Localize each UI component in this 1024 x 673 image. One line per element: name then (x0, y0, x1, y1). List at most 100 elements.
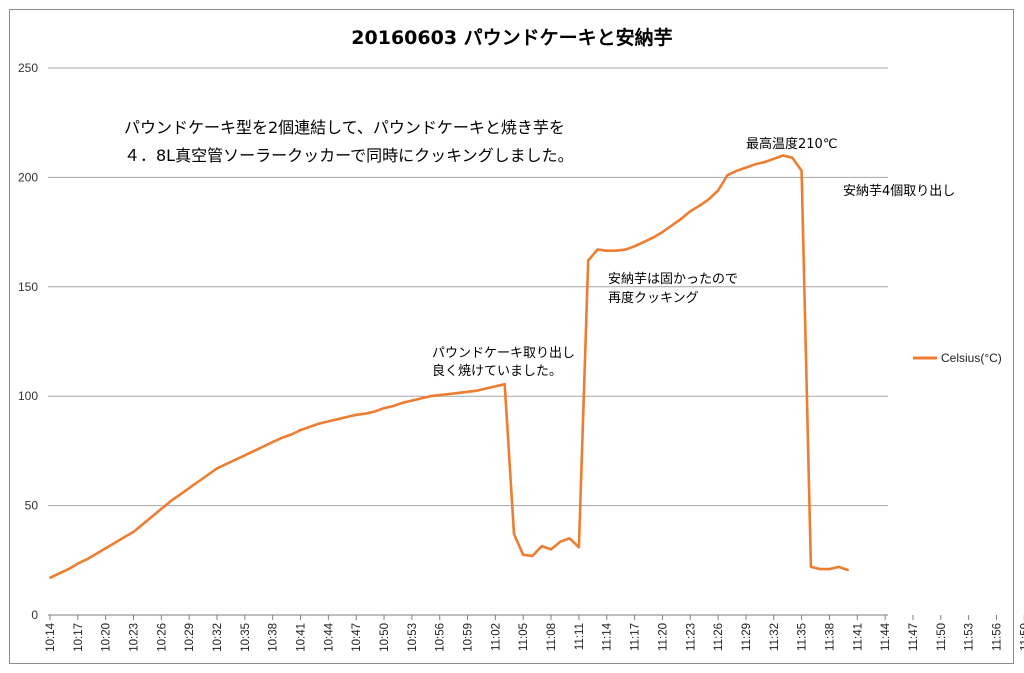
data-point (652, 236, 655, 239)
data-point (522, 553, 525, 556)
y-axis: 0 50 100 150 200 250 (18, 61, 38, 622)
data-point (494, 385, 497, 388)
x-axis: 10:14 10:17 10:20 10:23 10:26 10:29 10:32 10:35… (45, 615, 1024, 652)
x-tick-label: 10:50 (379, 623, 391, 652)
data-point (577, 546, 580, 549)
x-tick-label: 11:20 (657, 623, 669, 651)
x-tick-label: 11:05 (518, 623, 530, 651)
data-point (49, 576, 51, 579)
data-point (809, 565, 812, 568)
data-point (540, 545, 543, 548)
data-point (819, 568, 822, 571)
data-point (513, 533, 515, 535)
data-point (661, 231, 664, 234)
data-point (670, 224, 673, 227)
x-tick-label: 10:38 (268, 623, 280, 652)
data-point (847, 569, 849, 572)
x-tick-label: 10:41 (296, 623, 308, 652)
data-point (420, 397, 423, 400)
chart-frame (9, 9, 1014, 664)
data-point (216, 467, 218, 470)
legend-label: Celsius(°C) (941, 351, 1002, 365)
data-point (410, 399, 413, 402)
data-point (271, 441, 274, 444)
data-point (680, 218, 682, 220)
data-point (837, 565, 840, 568)
x-tick-label: 11:59 (1019, 623, 1024, 651)
data-point (123, 536, 126, 539)
data-point (448, 393, 450, 395)
data-point (698, 204, 701, 207)
grid (48, 67, 888, 616)
data-point (615, 249, 617, 252)
x-tick-label: 11:50 (936, 623, 948, 651)
x-tick-label: 10:29 (184, 623, 196, 652)
x-tick-label: 10:14 (45, 622, 57, 651)
data-point (318, 422, 321, 425)
data-point (290, 433, 293, 436)
data-point (336, 418, 339, 421)
data-point (401, 401, 404, 404)
x-tick-label: 11:35 (797, 623, 809, 651)
data-point (373, 410, 376, 413)
series-layer (49, 154, 849, 579)
data-point (550, 548, 553, 551)
data-point (717, 189, 720, 192)
potato-recook-note-line-2: 再度クッキング (608, 290, 699, 306)
x-tick-label: 11:02 (490, 623, 502, 651)
x-tick-label: 11:17 (630, 623, 642, 651)
x-tick-label: 11:26 (713, 623, 725, 651)
data-point (392, 405, 395, 407)
data-point (735, 169, 738, 172)
data-point (763, 161, 766, 164)
x-tick-label: 11:56 (991, 623, 1003, 651)
data-point (169, 500, 172, 503)
data-point (243, 454, 246, 457)
x-tick-label: 10:35 (240, 623, 252, 652)
data-point (262, 445, 265, 448)
data-point (178, 493, 181, 496)
intro-note-line-1: パウンドケーキ型を2個連結して、パウンドケーキと焼き芋を (124, 118, 565, 137)
data-point (299, 429, 302, 432)
y-tick-label: 100 (18, 389, 38, 403)
data-point (587, 259, 590, 262)
y-tick-label: 200 (18, 170, 38, 184)
x-tick-label: 10:17 (73, 623, 85, 652)
data-point (624, 248, 627, 251)
data-point (605, 249, 608, 252)
x-tick-label: 11:38 (824, 623, 836, 651)
data-point (689, 210, 692, 213)
data-point (206, 474, 209, 476)
data-point (234, 458, 237, 461)
data-point (104, 547, 107, 550)
cake-removed-note-line-2: 良く焼けていました。 (432, 363, 562, 379)
y-tick-label: 50 (25, 499, 39, 513)
x-tick-label: 11:23 (685, 623, 697, 651)
data-point (466, 390, 469, 393)
data-point (132, 530, 135, 533)
data-point (58, 572, 61, 575)
data-point (782, 154, 784, 157)
x-tick-label: 10:32 (212, 623, 224, 652)
data-point (188, 487, 191, 490)
x-tick-label: 11:14 (602, 622, 614, 651)
x-tick-label: 10:56 (435, 623, 447, 652)
data-point (95, 552, 98, 555)
y-tick-label: 0 (31, 608, 38, 622)
data-point (744, 166, 747, 169)
data-point (327, 420, 330, 423)
data-point (429, 395, 432, 398)
y-tick-label: 250 (18, 61, 38, 75)
data-point (596, 248, 599, 251)
chart-title: 20160603 パウンドケーキと安納芋 (351, 26, 672, 49)
cake-removed-note-line-1: パウンドケーキ取り出し (432, 346, 575, 361)
x-tick-label: 10:26 (156, 623, 168, 652)
x-tick-label: 10:59 (463, 623, 475, 652)
data-point (151, 515, 154, 518)
data-point (197, 480, 200, 483)
x-tick-label: 11:44 (880, 622, 892, 651)
data-point (364, 412, 367, 415)
data-point (67, 568, 70, 571)
data-point (114, 541, 116, 544)
